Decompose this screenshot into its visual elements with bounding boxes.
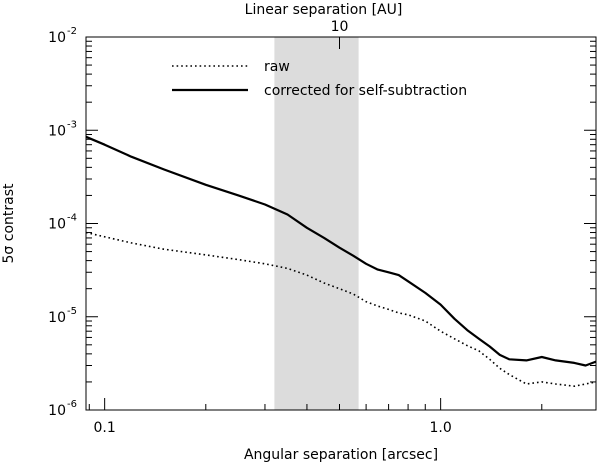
y-tick-label: 10: [48, 123, 66, 139]
y-tick-label-exponent: -6: [67, 399, 77, 410]
axes-layer: 10-610-510-410-310 -20.1 1.0: [48, 26, 597, 436]
shaded-region-layer: [274, 37, 359, 410]
y-tick-label-exponent: -3: [67, 119, 77, 130]
y-tick-label: 10: [48, 217, 66, 233]
x-tick-label: 0.1: [94, 420, 116, 436]
y-tick-label: 10: [48, 310, 66, 326]
y-tick-label: 10: [48, 30, 66, 46]
top-axis-tick-label: 10: [331, 19, 349, 35]
series-layer: [85, 135, 597, 388]
y-tick-label-exponent: -4: [67, 213, 77, 224]
y-axis-label: 5σ contrast: [1, 183, 17, 263]
y-tick-label-exponent: -5: [67, 306, 77, 317]
y-tick-label-exponent: -2: [67, 26, 77, 37]
top-axis-label: Linear separation [AU]: [245, 2, 403, 18]
x-tick-label: 1.0: [430, 420, 452, 436]
legend-label-corrected: corrected for self-subtraction: [264, 83, 467, 99]
legend: raw corrected for self-subtraction: [172, 59, 467, 99]
legend-label-raw: raw: [264, 59, 290, 75]
series-line-corrected: [85, 135, 597, 367]
y-tick-label: 10: [48, 403, 66, 419]
x-axis-label: Angular separation [arcsec]: [244, 447, 438, 463]
shaded-region: [274, 37, 359, 410]
